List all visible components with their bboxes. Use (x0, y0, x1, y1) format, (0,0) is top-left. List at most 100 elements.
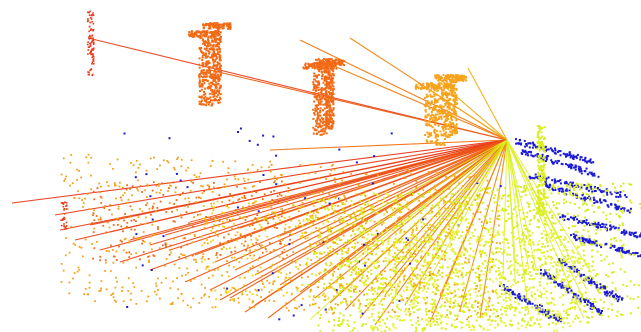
clutter-point (389, 268, 391, 271)
pole-point (198, 82, 201, 85)
ground-point (377, 274, 379, 277)
clutter-point (232, 222, 235, 225)
ground-point (418, 219, 421, 222)
ground-point (390, 316, 393, 319)
ground-point (577, 257, 580, 260)
ground-point (539, 196, 542, 199)
clutter-point (400, 211, 403, 214)
clutter-point (128, 240, 131, 243)
blue-point (632, 252, 635, 255)
ground-point (584, 291, 587, 294)
clutter-point (273, 175, 276, 178)
ground-point (621, 222, 624, 225)
ground-point (403, 241, 406, 244)
clutter-point (270, 206, 273, 209)
pole-point (210, 99, 212, 102)
ground-point (537, 191, 539, 193)
clutter-point (236, 239, 238, 242)
pole-point (202, 64, 205, 67)
ground-point (559, 235, 562, 238)
clutter-point (169, 244, 172, 247)
ground-point (379, 273, 381, 276)
blue-point (633, 235, 636, 238)
clutter-point (344, 298, 347, 300)
pole-point (201, 54, 204, 57)
ground-point (452, 271, 455, 274)
blue-point (529, 302, 532, 305)
ground-point (416, 308, 419, 311)
blue-point (512, 290, 514, 293)
ground-point (607, 315, 610, 318)
clutter-point (445, 195, 448, 198)
clutter-point (364, 305, 367, 307)
ground-point (541, 245, 544, 248)
blue-point (612, 296, 615, 299)
blue-point (620, 297, 623, 300)
clutter-point (328, 282, 331, 285)
clutter-point (234, 209, 237, 211)
ground-point (445, 201, 448, 204)
clutter-point (231, 227, 233, 230)
clutter-point (165, 277, 167, 280)
clutter-point (77, 190, 79, 193)
clutter-point (213, 202, 215, 205)
ground-point (545, 296, 548, 299)
ground-point (392, 246, 395, 249)
clutter-point (408, 308, 410, 310)
ground-point (451, 227, 454, 230)
ground-point (436, 318, 439, 321)
ground-point (498, 260, 501, 263)
clutter-point (174, 191, 177, 194)
clutter-point (407, 208, 410, 211)
ground-point (594, 300, 597, 303)
clutter-point (409, 277, 411, 280)
clutter-point (284, 223, 287, 226)
ground-point (468, 254, 471, 257)
ground-point (589, 298, 592, 301)
clutter-point (496, 217, 499, 220)
clutter-point (213, 182, 215, 184)
ground-point (452, 193, 455, 196)
ground-point (353, 223, 356, 226)
clutter-point (231, 286, 234, 289)
ground-point (526, 300, 529, 303)
clutter-point (426, 261, 429, 264)
ground-point (513, 268, 516, 271)
blue-point (557, 151, 559, 153)
ground-point (527, 240, 530, 243)
blue-point (531, 302, 534, 305)
clutter-point (155, 232, 158, 235)
ground-point (622, 209, 625, 212)
ground-point (399, 270, 402, 273)
blue-point (515, 142, 518, 145)
clutter-point (203, 241, 206, 244)
ground-point (594, 187, 597, 190)
clutter-point (462, 289, 464, 292)
clutter-point (145, 300, 148, 303)
ground-point (555, 268, 558, 271)
ground-point (455, 232, 458, 234)
ground-point (310, 231, 313, 234)
clutter-point (130, 215, 132, 218)
clutter-point (477, 305, 479, 308)
blue-point (476, 182, 479, 185)
clutter-point (273, 280, 276, 283)
clutter-point (117, 219, 120, 221)
clutter-point (216, 256, 219, 259)
clutter-point (220, 274, 223, 277)
ground-point (524, 240, 526, 243)
pole-point (196, 31, 199, 34)
ground-point (451, 210, 454, 213)
blue-point (376, 232, 379, 235)
clutter-point (123, 219, 125, 222)
clutter-point (330, 169, 333, 172)
ground-point (351, 329, 354, 332)
correspondence-line (329, 139, 508, 271)
ground-point (521, 232, 524, 235)
ground-point (584, 210, 587, 213)
clutter-point (352, 269, 355, 271)
clutter-point (348, 266, 351, 268)
ground-point (542, 195, 545, 198)
ground-point (430, 273, 433, 275)
clutter-point (307, 275, 309, 278)
